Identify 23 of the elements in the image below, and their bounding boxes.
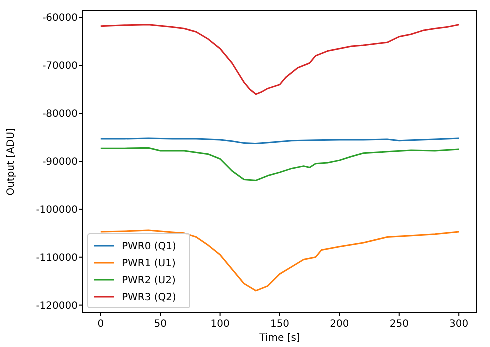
y-tick-label: -110000 — [36, 252, 78, 264]
y-axis-title: Output [ADU] — [6, 128, 17, 196]
y-tick-label: -70000 — [42, 61, 78, 72]
y-tick-label: -120000 — [36, 300, 78, 312]
x-tick-label: 200 — [330, 319, 350, 330]
x-tick-label: 250 — [390, 319, 409, 330]
legend-label: PWR1 (U1) — [122, 258, 176, 270]
legend-label: PWR0 (Q1) — [122, 242, 177, 252]
x-tick-label: 300 — [450, 319, 469, 330]
y-tick-label: -90000 — [42, 157, 78, 168]
line-series — [100, 147, 460, 182]
line-series — [100, 230, 460, 292]
y-tick-label: -100000 — [36, 204, 78, 216]
y-tick-label: -80000 — [42, 109, 78, 120]
x-tick-label: 100 — [210, 319, 230, 330]
x-tick-label: 50 — [154, 319, 167, 330]
legend-label: PWR2 (U2) — [122, 276, 176, 286]
line-series — [100, 24, 460, 96]
x-axis-title: Time [s] — [258, 333, 300, 344]
legend-label: PWR3 (Q2) — [122, 292, 177, 304]
x-tick-label: 0 — [98, 319, 104, 330]
x-tick-label: 150 — [270, 319, 290, 330]
y-tick-label: -60000 — [42, 13, 78, 24]
